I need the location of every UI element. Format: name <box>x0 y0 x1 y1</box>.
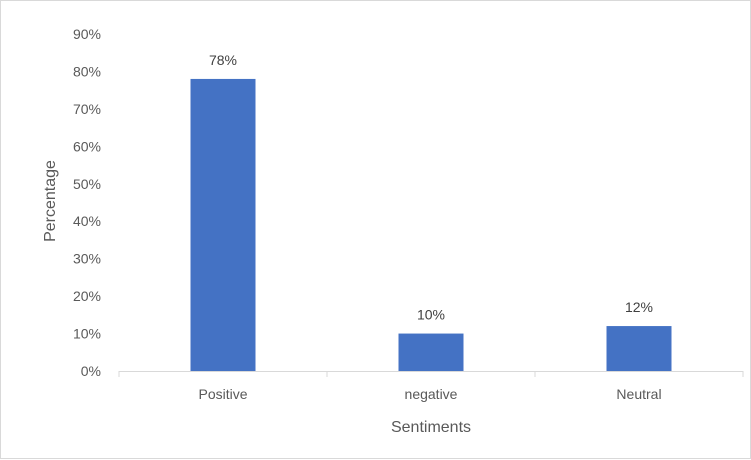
y-tick-label: 0% <box>81 363 101 379</box>
data-label-positive: 78% <box>209 52 237 68</box>
y-tick-label: 30% <box>73 251 101 267</box>
y-tick-label: 20% <box>73 288 101 304</box>
x-tick-label-negative: negative <box>405 386 458 402</box>
x-axis-title: Sentiments <box>391 419 471 436</box>
bar-negative <box>398 333 464 371</box>
y-tick-label: 10% <box>73 326 101 342</box>
x-tick-label-positive: Positive <box>198 386 247 402</box>
x-tick-label-neutral: Neutral <box>616 386 661 402</box>
y-tick-label: 60% <box>73 138 101 154</box>
y-tick-labels: 0% 10% 20% 30% 40% 50% 60% 70% 80% 90% <box>73 26 101 379</box>
y-tick-label: 70% <box>73 101 101 117</box>
data-labels: 78% 10% 12% <box>209 52 653 323</box>
y-tick-label: 50% <box>73 176 101 192</box>
x-tick-marks <box>118 371 744 377</box>
bar-neutral <box>606 326 672 371</box>
y-axis-title: Percentage <box>42 160 59 242</box>
bar-positive <box>190 78 256 371</box>
data-label-neutral: 12% <box>625 299 653 315</box>
y-tick-label: 80% <box>73 63 101 79</box>
y-tick-label: 40% <box>73 213 101 229</box>
x-tick-labels: Positive negative Neutral <box>198 386 661 402</box>
data-label-negative: 10% <box>417 307 445 323</box>
y-tick-label: 90% <box>73 26 101 42</box>
bars <box>190 78 672 371</box>
